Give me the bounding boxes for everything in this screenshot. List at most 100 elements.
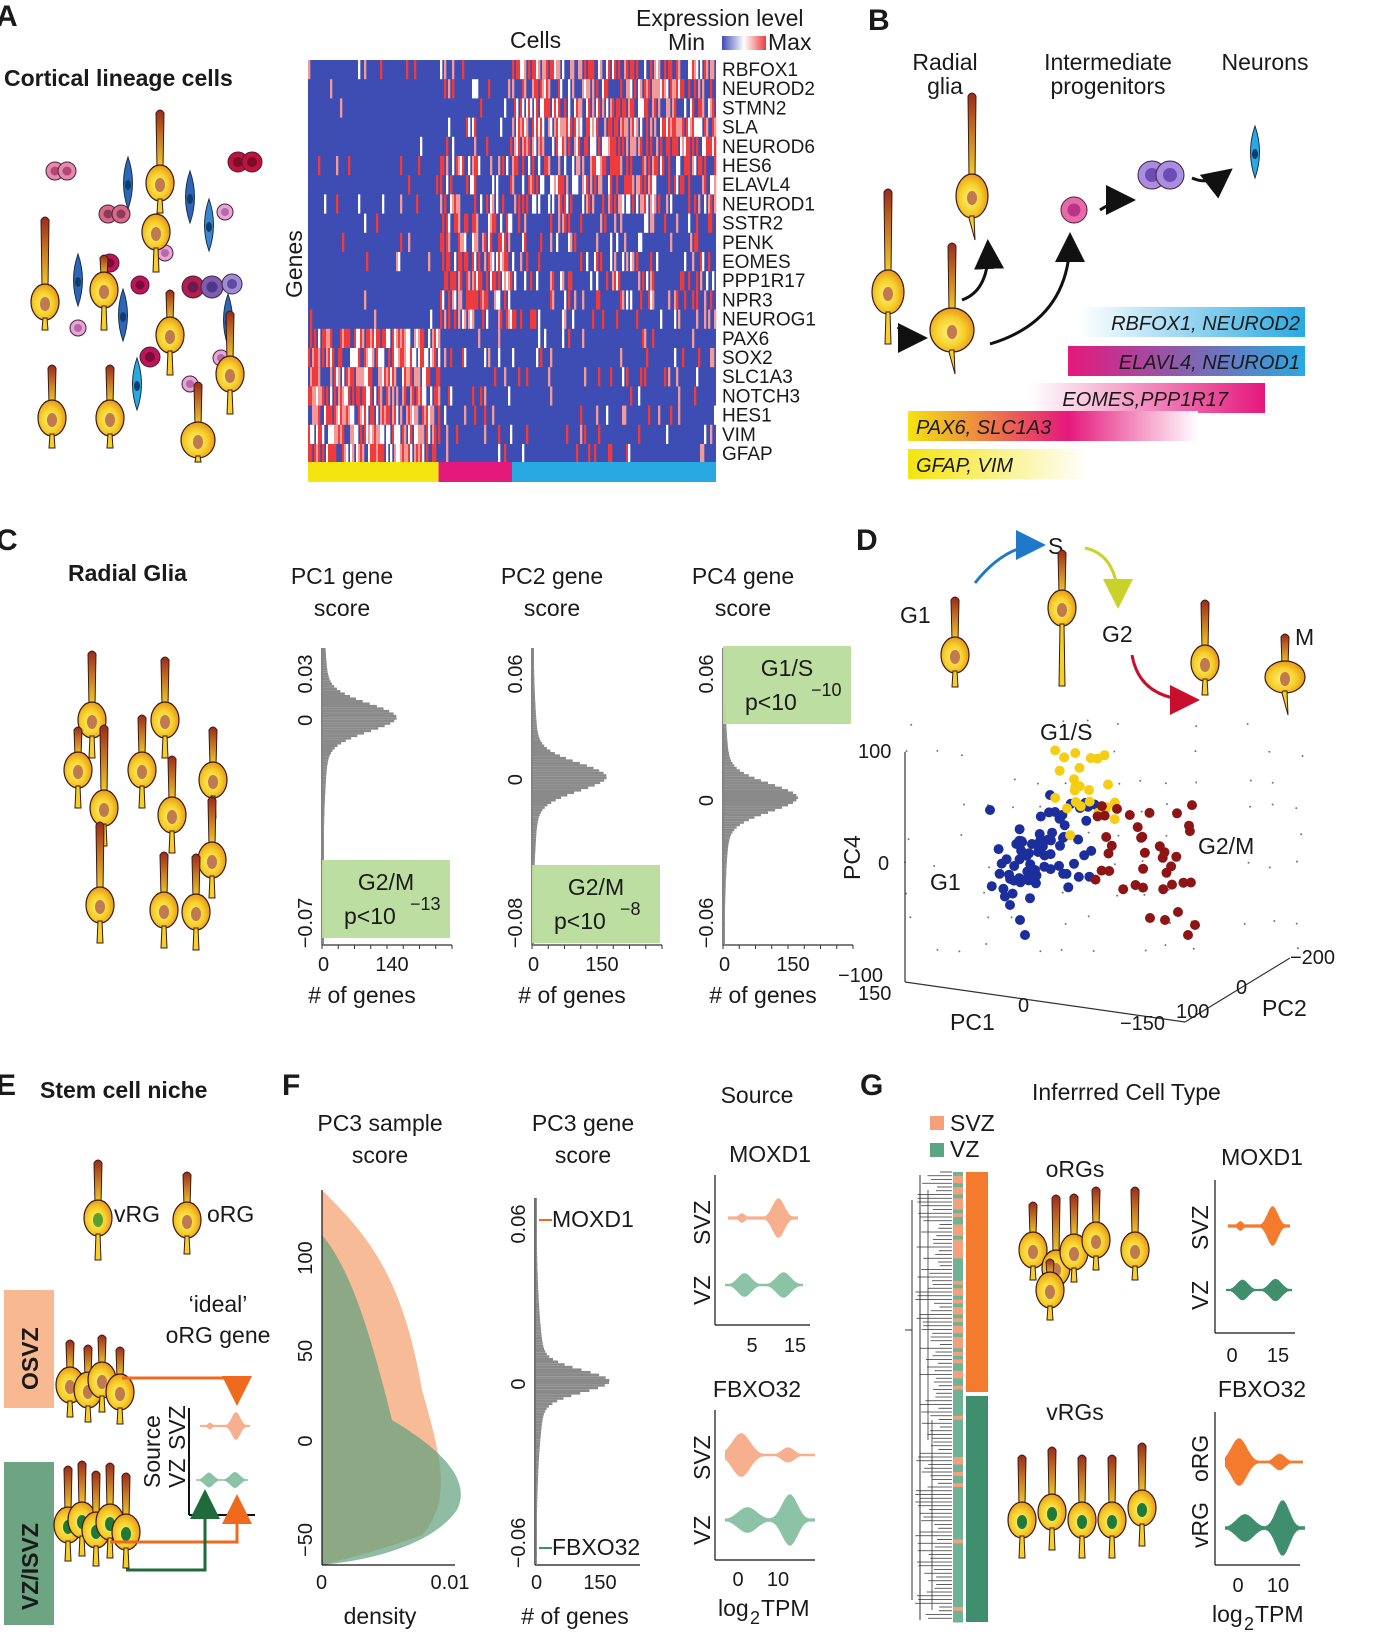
phase-annotation-box [322, 860, 450, 938]
round-cell [216, 203, 234, 221]
histogram-bar [323, 756, 329, 760]
heatmap-cell [624, 232, 627, 252]
grid-dot [905, 750, 908, 753]
grid-dot [1143, 893, 1146, 896]
histogram-bar [323, 940, 324, 943]
apical-process [1051, 1194, 1061, 1255]
heatmap-cell [488, 213, 491, 233]
heatmap-cell [696, 367, 699, 387]
heatmap-cell [564, 136, 567, 156]
heatmap-cell [688, 60, 691, 80]
heatmap-cell [564, 156, 567, 176]
point-g1 [1039, 850, 1050, 861]
source-strip-cell [953, 1224, 963, 1229]
heatmap-cell [360, 444, 363, 464]
heatmap-cell [464, 213, 467, 233]
legend-label-vz: VZ [950, 1136, 979, 1162]
heatmap-cell [356, 444, 359, 464]
source-strip-cell [953, 1592, 963, 1597]
heatmap-cell [428, 405, 431, 425]
heatmap-cell [612, 156, 615, 176]
histogram-bar [536, 1331, 542, 1335]
nucleus [165, 330, 175, 344]
histogram-bar [323, 712, 394, 715]
histogram-bar [724, 786, 782, 790]
heatmap-cell [358, 444, 361, 464]
heatmap-cell [526, 424, 529, 444]
marker-bar [1068, 346, 1305, 376]
point-g1s [1050, 745, 1061, 756]
heatmap-cell [610, 252, 613, 272]
histogram-bar [536, 1496, 538, 1500]
heatmap-cell [544, 328, 547, 348]
heatmap-cell [364, 348, 367, 368]
radial-glia-cell [1035, 1258, 1065, 1321]
point-g2m [1132, 822, 1143, 833]
panel-b: B Radial glia Intermediate progenitors N… [868, 4, 1308, 479]
x-tick-max: 140 [375, 954, 408, 976]
histogram-bar [724, 870, 727, 874]
histogram-bar [536, 1334, 542, 1337]
heatmap-cell [682, 271, 685, 291]
histogram-bar [323, 732, 365, 735]
heatmap-cell [524, 213, 527, 233]
basal-process [884, 311, 892, 345]
heatmap-cell [382, 194, 385, 214]
radial-glia-cell [1067, 1454, 1097, 1559]
heatmap-cell [686, 156, 689, 176]
lineage-cell-illustration [30, 109, 263, 463]
apical-process [63, 1465, 73, 1512]
histogram-bar [323, 719, 395, 723]
basal-process [948, 349, 956, 375]
g-violin1-svz-label: SVZ [1187, 1205, 1213, 1250]
heatmap-cell [450, 348, 453, 368]
heatmap-cell [392, 348, 395, 368]
histogram-bar [536, 1520, 537, 1523]
histogram-bar [536, 1502, 538, 1505]
y-tick-bottom: −0.08 [505, 898, 527, 949]
heatmap-cell [386, 424, 389, 444]
heatmap-cell [362, 367, 365, 387]
p-value-exponent: −10 [811, 680, 842, 700]
heatmap-cell [380, 348, 383, 368]
heatmap-cell [370, 386, 373, 406]
heatmap-cell [334, 424, 337, 444]
heatmap-cell [328, 444, 331, 464]
heatmap-cell [400, 348, 403, 368]
p-value-label: p<10 [344, 903, 396, 929]
heatmap-cell [604, 79, 607, 99]
heatmap-cell [614, 194, 617, 214]
grid-dot [1195, 725, 1198, 728]
heatmap-cell [330, 348, 333, 368]
nucleus [159, 905, 169, 919]
heatmap-cell [440, 309, 443, 329]
heatmap-cell [338, 348, 341, 368]
arrow [896, 322, 928, 353]
heatmap-cell [364, 213, 367, 233]
heatmap-cell [492, 405, 495, 425]
heatmap-cell [534, 194, 537, 214]
heatmap-cell [466, 252, 469, 272]
heatmap-cell [570, 232, 573, 252]
panel-e: E Stem cell niche vRG oRGOSVZVZ/ISVZ‘idea… [0, 1069, 270, 1625]
point-g1 [1025, 893, 1035, 904]
heatmap-cell [710, 79, 713, 99]
heatmap-cell [472, 252, 475, 272]
heatmap-cell [416, 386, 419, 406]
heatmap-cell [336, 194, 339, 214]
heatmap-cell [568, 98, 571, 118]
heatmap-cell [406, 444, 409, 464]
heatmap-cell [416, 194, 419, 214]
histogram-bar [533, 747, 547, 750]
heatmap-cell [658, 79, 661, 99]
heatmap-cell [372, 405, 375, 425]
heatmap-cell [486, 290, 489, 310]
heatmap-cell [692, 290, 695, 310]
heatmap-cell [442, 232, 445, 252]
source-strip-cell [953, 1509, 963, 1514]
heatmap-cell [366, 424, 369, 444]
heatmap-cell [510, 213, 513, 233]
heatmap-cell [398, 348, 401, 368]
heatmap-cell [598, 136, 601, 156]
histogram-bar [533, 714, 537, 718]
